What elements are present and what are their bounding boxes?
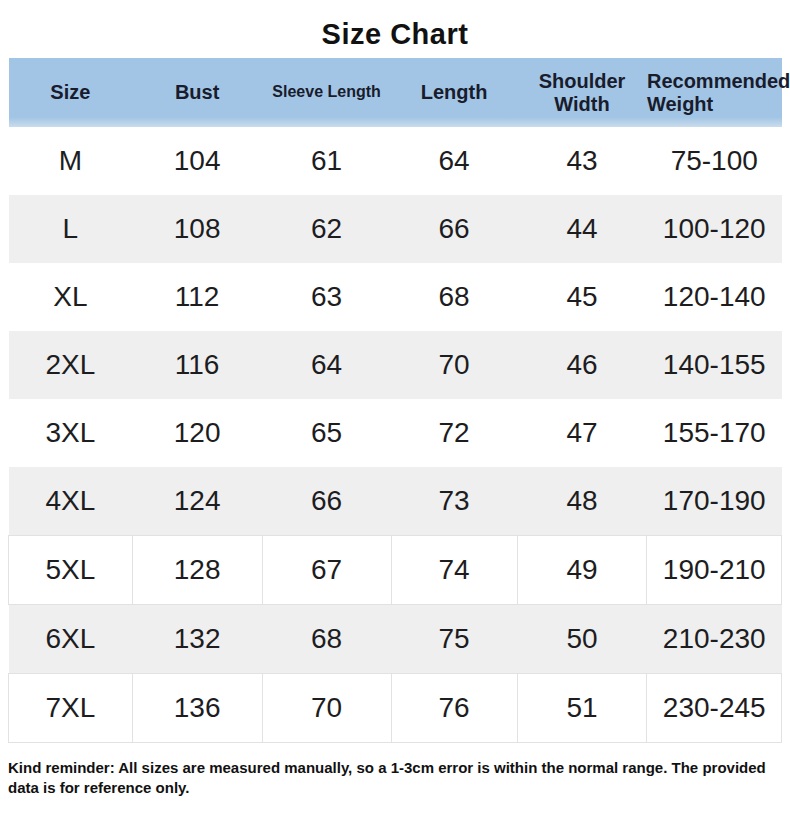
column-header: Bust — [132, 58, 262, 127]
header-row: SizeBustSleeve LengthLengthShoulderWidth… — [9, 58, 782, 127]
cell: 64 — [262, 331, 391, 399]
cell: 120 — [132, 399, 262, 467]
table-row: 2XL116647046140-155 — [9, 331, 782, 399]
cell: 116 — [132, 331, 262, 399]
cell: 48 — [517, 467, 647, 536]
cell: 66 — [391, 195, 517, 263]
cell: 170-190 — [647, 467, 782, 536]
cell: 4XL — [9, 467, 133, 536]
cell: 5XL — [9, 536, 133, 605]
cell: 50 — [517, 605, 647, 674]
cell: 132 — [132, 605, 262, 674]
table-row: 6XL132687550210-230 — [9, 605, 782, 674]
cell: 62 — [262, 195, 391, 263]
cell: 100-120 — [647, 195, 782, 263]
table-row: 4XL124667348170-190 — [9, 467, 782, 536]
table-row: 7XL136707651230-245 — [9, 674, 782, 743]
cell: 63 — [262, 263, 391, 331]
page-title: Size Chart — [0, 0, 790, 58]
table-body: M10461644375-100L108626644100-120XL11263… — [9, 127, 782, 743]
cell: 68 — [391, 263, 517, 331]
column-header: Length — [391, 58, 517, 127]
cell: 3XL — [9, 399, 133, 467]
cell: 108 — [132, 195, 262, 263]
cell: 112 — [132, 263, 262, 331]
cell: 72 — [391, 399, 517, 467]
cell: 43 — [517, 127, 647, 195]
cell: 75-100 — [647, 127, 782, 195]
cell: 47 — [517, 399, 647, 467]
cell: 136 — [132, 674, 262, 743]
cell: 61 — [262, 127, 391, 195]
cell: 155-170 — [647, 399, 782, 467]
cell: 66 — [262, 467, 391, 536]
cell: 64 — [391, 127, 517, 195]
cell: 6XL — [9, 605, 133, 674]
column-header: RecommendedWeight — [647, 58, 782, 127]
cell: 140-155 — [647, 331, 782, 399]
cell: 104 — [132, 127, 262, 195]
cell: M — [9, 127, 133, 195]
cell: 44 — [517, 195, 647, 263]
cell: 7XL — [9, 674, 133, 743]
cell: 74 — [391, 536, 517, 605]
cell: 68 — [262, 605, 391, 674]
cell: 210-230 — [647, 605, 782, 674]
column-header: Size — [9, 58, 133, 127]
cell: 46 — [517, 331, 647, 399]
cell: 51 — [517, 674, 647, 743]
table-row: XL112636845120-140 — [9, 263, 782, 331]
cell: 190-210 — [647, 536, 782, 605]
table-row: 3XL120657247155-170 — [9, 399, 782, 467]
column-header: ShoulderWidth — [517, 58, 647, 127]
cell: 76 — [391, 674, 517, 743]
cell: 49 — [517, 536, 647, 605]
reminder-note: Kind reminder: All sizes are measured ma… — [8, 758, 782, 798]
cell: 120-140 — [647, 263, 782, 331]
cell: 67 — [262, 536, 391, 605]
cell: 128 — [132, 536, 262, 605]
size-chart-table: SizeBustSleeve LengthLengthShoulderWidth… — [8, 58, 782, 743]
cell: XL — [9, 263, 133, 331]
cell: 124 — [132, 467, 262, 536]
cell: 230-245 — [647, 674, 782, 743]
cell: 2XL — [9, 331, 133, 399]
cell: 70 — [262, 674, 391, 743]
table-row: L108626644100-120 — [9, 195, 782, 263]
cell: 70 — [391, 331, 517, 399]
table-row: 5XL128677449190-210 — [9, 536, 782, 605]
cell: 45 — [517, 263, 647, 331]
cell: L — [9, 195, 133, 263]
table-row: M10461644375-100 — [9, 127, 782, 195]
column-header: Sleeve Length — [262, 58, 391, 127]
cell: 65 — [262, 399, 391, 467]
cell: 75 — [391, 605, 517, 674]
cell: 73 — [391, 467, 517, 536]
